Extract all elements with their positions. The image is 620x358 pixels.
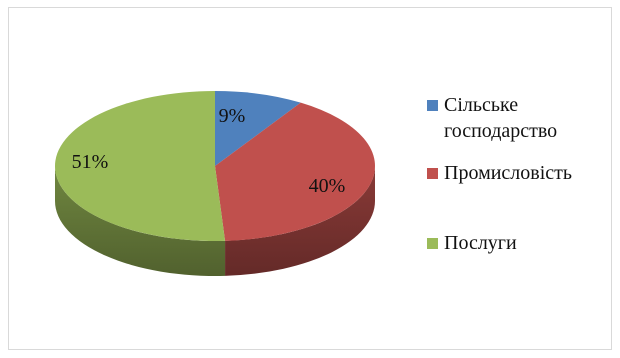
legend-label-services: Послуги: [444, 232, 517, 254]
legend-label-industry: Промисловість: [444, 162, 573, 184]
legend-label-agriculture: Сільське господарство: [444, 94, 558, 142]
data-label-0: 9%: [219, 105, 246, 127]
data-label-1: 40%: [309, 175, 346, 197]
legend-swatch-industry: [427, 168, 438, 179]
legend-swatch-agriculture: [427, 100, 438, 111]
legend-item-services: Послуги: [427, 230, 517, 256]
legend-item-agriculture: Сільське господарство: [427, 92, 557, 144]
pie-slice-0: [215, 91, 301, 166]
data-label-2: 51%: [72, 151, 109, 173]
pie-side-1: [225, 166, 375, 276]
legend-item-industry: Промисловість: [427, 160, 572, 186]
legend-swatch-services: [427, 238, 438, 249]
pie-slice-2: [55, 91, 226, 241]
pie-slice-1: [215, 102, 376, 241]
pie-side-2: [55, 166, 226, 276]
